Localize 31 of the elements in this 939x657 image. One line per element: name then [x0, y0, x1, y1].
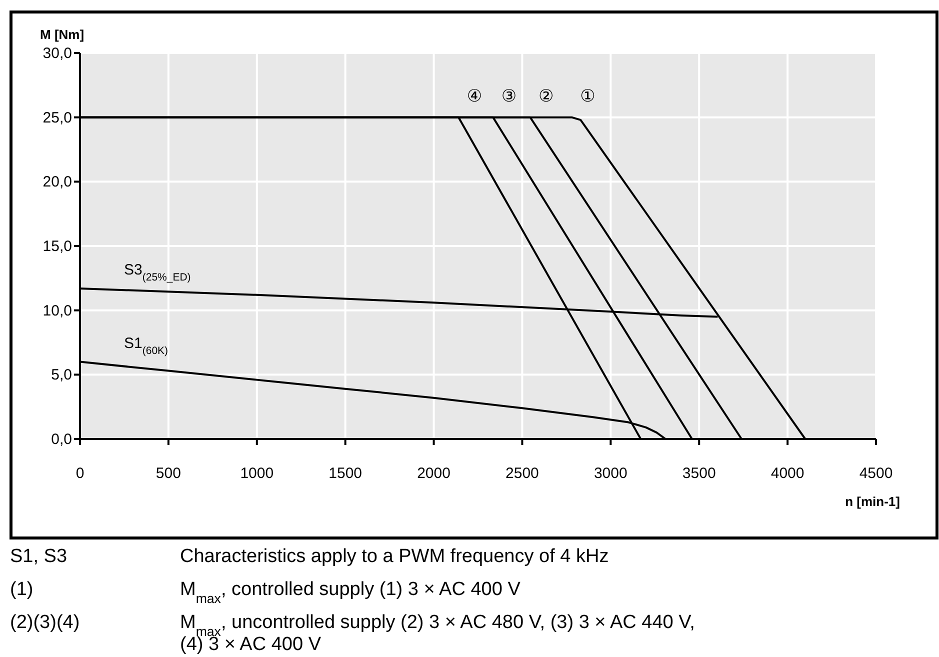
x-tick-label: 4500: [859, 465, 893, 482]
y-tick-label: 15,0: [42, 238, 72, 255]
y-tick-label: 25,0: [42, 109, 72, 126]
y-tick-label: 0,0: [51, 431, 72, 448]
x-tick-label: 500: [156, 465, 181, 482]
y-axis-title: M [Nm]: [40, 27, 84, 42]
x-axis-title: n [min-1]: [845, 494, 900, 509]
text: (1): [10, 579, 34, 600]
x-tick-label: 4000: [770, 465, 804, 482]
text: M$_{max}$, controlled supply (1) 3 × AC 400 V: [180, 579, 521, 606]
x-tick-label: 2500: [506, 465, 539, 482]
series-label: S1$_{(60K)}$: [124, 334, 168, 357]
text: S1, S3: [10, 546, 68, 567]
y-tick-label: 20,0: [42, 174, 72, 191]
y-tick-label: 10,0: [42, 302, 72, 320]
series-label: S3$_{(25%_ED)}$: [124, 261, 191, 284]
x-tick-label: 3500: [682, 465, 716, 482]
x-tick-label: 1500: [328, 465, 362, 482]
x-tick-label: 3000: [594, 465, 628, 482]
series-label: ②: [538, 86, 554, 106]
text: (2)(3)(4): [10, 612, 80, 633]
y-tick-label: 5,0: [51, 366, 72, 384]
x-tick-label: 1000: [240, 465, 274, 482]
series-label: ④: [466, 86, 482, 106]
x-tick-label: 0: [76, 465, 84, 482]
series-label: ③: [501, 86, 517, 106]
y-tick-label: 30,0: [42, 45, 72, 62]
text: M$_{max}$, uncontrolled supply (2) 3 × AC 480 V, (3) 3 × AC 440 V, (4) 3 × AC 400 V: [180, 612, 695, 655]
series-label: ①: [580, 86, 596, 106]
text: Characteristics apply to a PWM frequency of 4 kHz: [180, 546, 609, 567]
x-tick-label: 2000: [417, 465, 450, 482]
